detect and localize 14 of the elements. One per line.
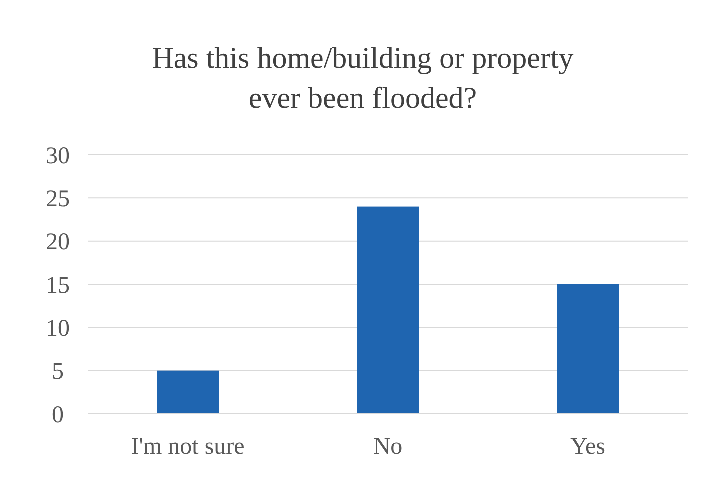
x-tick-label: I'm not sure <box>131 434 245 460</box>
y-tick-label: 25 <box>46 186 70 213</box>
bar <box>357 206 419 414</box>
y-tick-label: 5 <box>52 359 64 386</box>
y-tick-label: 10 <box>46 316 70 342</box>
y-tick-label: 15 <box>46 272 70 299</box>
x-tick-label: Yes <box>570 434 606 460</box>
y-tick-label: 20 <box>46 230 70 256</box>
bar <box>557 284 619 414</box>
bar <box>157 370 219 414</box>
chart-title: Has this home/building or property ever been flooded? <box>152 42 574 115</box>
y-tick-label: 0 <box>52 402 64 428</box>
x-tick-label: No <box>373 434 403 460</box>
y-tick-label: 30 <box>46 143 70 170</box>
